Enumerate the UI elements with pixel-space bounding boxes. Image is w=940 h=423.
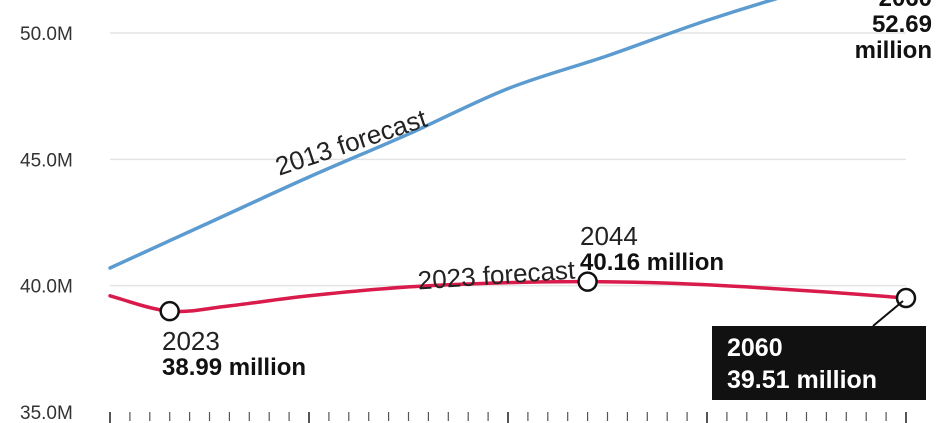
grid [110,32,906,287]
y-tick-label: 35.0M [20,403,73,423]
series-label-2013-forecast: 2013 forecast [272,103,432,182]
annotation-2060-value: 39.51 million [727,366,877,394]
annotation-2060-2013-value: 52.69 [872,11,932,38]
point-markers [159,271,917,322]
y-tick-label: 45.0M [20,150,73,171]
annotation-2023-value: 38.99 million [162,354,306,381]
y-tick-label: 40.0M [20,277,73,298]
series-line-2023-forecast [108,279,908,314]
annotation-2060-leader-line [872,300,904,327]
annotation-2060-box [712,326,926,400]
x-axis [109,412,907,423]
series-line-2013-forecast [108,0,779,270]
annotation-2060-year: 2060 [727,334,783,362]
point-marker-2023 [159,300,180,322]
series-lines [108,0,908,314]
y-axis: 35.0M 40.0M 45.0M 50.0M [20,24,73,423]
y-tick-label: 50.0M [20,24,73,45]
annotation-2060-2013-unit: million [855,37,932,64]
annotation-2044-year: 2044 [580,221,638,251]
annotation-2044-value: 40.16 million [580,249,724,276]
annotation-2023-year: 2023 [162,326,220,356]
series-label-2023-forecast: 2023 forecast [417,254,577,295]
point-marker-2044 [577,271,598,292]
annotation-2060-2013-year: 2060 [879,0,932,12]
